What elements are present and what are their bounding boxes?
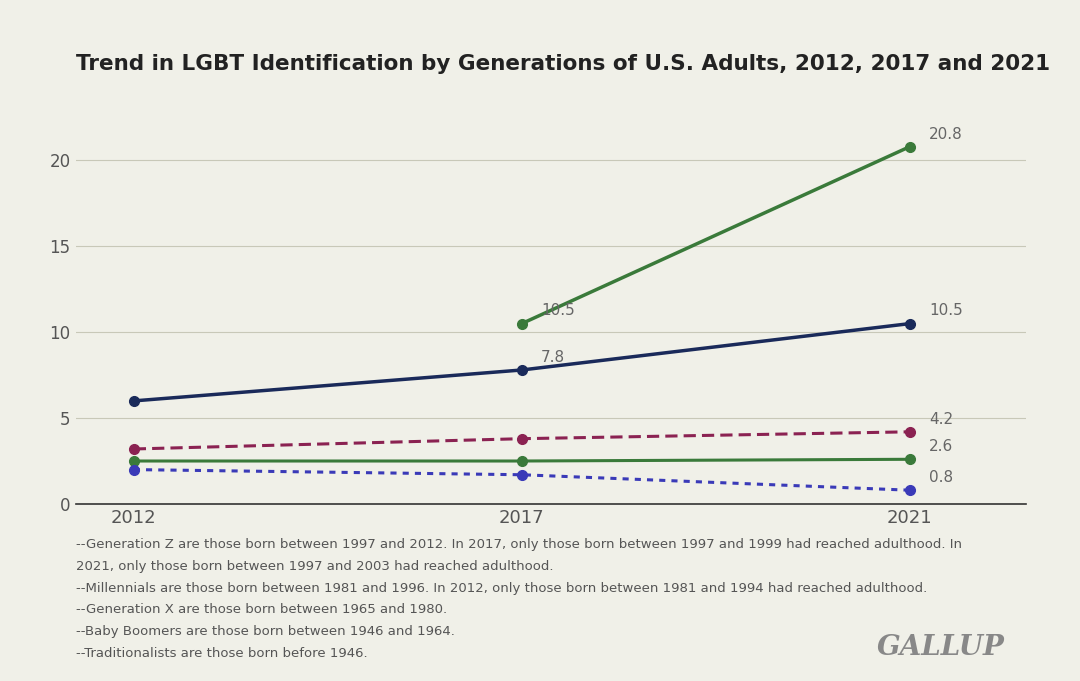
Text: 2021, only those born between 1997 and 2003 had reached adulthood.: 2021, only those born between 1997 and 2… <box>76 560 553 573</box>
Text: 20.8: 20.8 <box>929 127 962 142</box>
Text: --Generation X are those born between 1965 and 1980.: --Generation X are those born between 19… <box>76 603 447 616</box>
Text: GALLUP: GALLUP <box>877 633 1004 661</box>
Text: 7.8: 7.8 <box>541 350 565 365</box>
Text: 2.6: 2.6 <box>929 439 954 454</box>
Text: --Baby Boomers are those born between 1946 and 1964.: --Baby Boomers are those born between 19… <box>76 625 455 638</box>
Text: 10.5: 10.5 <box>929 304 962 319</box>
Text: 4.2: 4.2 <box>929 411 954 427</box>
Text: 0.8: 0.8 <box>929 470 954 485</box>
Text: Trend in LGBT Identification by Generations of U.S. Adults, 2012, 2017 and 2021: Trend in LGBT Identification by Generati… <box>76 54 1050 74</box>
Text: --Generation Z are those born between 1997 and 2012. In 2017, only those born be: --Generation Z are those born between 19… <box>76 538 961 551</box>
Text: --Traditionalists are those born before 1946.: --Traditionalists are those born before … <box>76 647 367 660</box>
Text: --Millennials are those born between 1981 and 1996. In 2012, only those born bet: --Millennials are those born between 198… <box>76 582 927 595</box>
Text: 10.5: 10.5 <box>541 304 575 319</box>
